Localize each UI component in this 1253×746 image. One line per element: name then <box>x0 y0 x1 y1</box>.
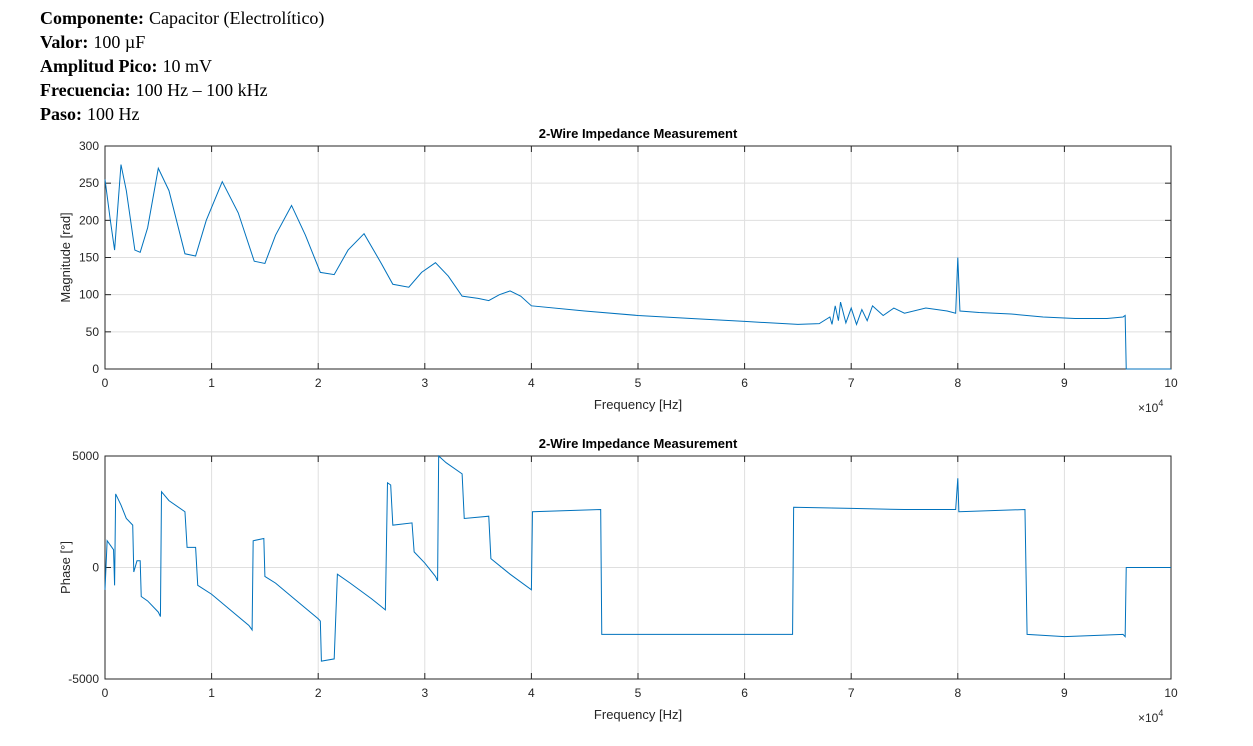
header-label: Paso: <box>40 104 82 124</box>
y-axis-label: Phase [°] <box>58 541 73 594</box>
header-line: Valor: 100 µF <box>40 30 324 54</box>
x-tick-label: 3 <box>421 376 428 390</box>
x-tick-label: 1 <box>208 686 215 700</box>
x-tick-label: 7 <box>848 376 855 390</box>
x-tick-label: 10 <box>1164 686 1178 700</box>
x-scale-label: ×104 <box>1138 708 1163 725</box>
y-tick-label: 5000 <box>72 449 99 463</box>
header-label: Frecuencia: <box>40 80 131 100</box>
header-line: Componente: Capacitor (Electrolítico) <box>40 6 324 30</box>
x-scale-label: ×104 <box>1138 398 1163 415</box>
y-tick-label: 250 <box>79 176 99 190</box>
y-tick-label: 300 <box>79 139 99 153</box>
y-tick-label: 0 <box>92 561 99 575</box>
y-tick-label: 100 <box>79 288 99 302</box>
header-value: Capacitor (Electrolítico) <box>149 8 325 28</box>
header-value: 100 µF <box>93 32 146 52</box>
chart-title: 2-Wire Impedance Measurement <box>539 126 738 141</box>
plot-frame <box>104 145 1172 370</box>
x-tick-label: 8 <box>954 686 961 700</box>
x-tick-label: 4 <box>528 376 535 390</box>
header-label: Amplitud Pico: <box>40 56 158 76</box>
y-axis-label: Magnitude [rad] <box>58 212 73 302</box>
x-scale-base: ×10 <box>1138 711 1159 725</box>
x-axis-label: Frequency [Hz] <box>594 397 682 412</box>
x-tick-label: 3 <box>421 686 428 700</box>
x-tick-label: 0 <box>102 376 109 390</box>
x-tick-label: 5 <box>635 376 642 390</box>
x-tick-label: 2 <box>315 376 322 390</box>
x-tick-label: 0 <box>102 686 109 700</box>
x-scale-exponent: 4 <box>1158 708 1163 718</box>
y-tick-label: 200 <box>79 213 99 227</box>
header-line: Paso: 100 Hz <box>40 102 324 126</box>
x-tick-label: 9 <box>1061 376 1068 390</box>
x-tick-label: 6 <box>741 376 748 390</box>
header-line: Amplitud Pico: 10 mV <box>40 54 324 78</box>
header-label: Componente: <box>40 8 144 28</box>
y-tick-label: 150 <box>79 251 99 265</box>
x-scale-exponent: 4 <box>1158 398 1163 408</box>
x-tick-label: 1 <box>208 376 215 390</box>
data-line <box>104 164 1171 370</box>
y-tick-label: -5000 <box>68 672 99 686</box>
x-tick-label: 7 <box>848 686 855 700</box>
header-value: 100 Hz – 100 kHz <box>135 80 268 100</box>
header-value: 100 Hz <box>87 104 140 124</box>
y-tick-label: 50 <box>86 325 100 339</box>
x-tick-label: 5 <box>635 686 642 700</box>
x-axis-label: Frequency [Hz] <box>594 707 682 722</box>
x-tick-label: 9 <box>1061 686 1068 700</box>
x-tick-label: 6 <box>741 686 748 700</box>
chart-title: 2-Wire Impedance Measurement <box>539 436 738 451</box>
header: Componente: Capacitor (Electrolítico) Valo… <box>40 6 324 126</box>
header-value: 10 mV <box>162 56 213 76</box>
data-line <box>104 454 1171 662</box>
header-line: Frecuencia: 100 Hz – 100 kHz <box>40 78 324 102</box>
x-tick-label: 10 <box>1164 376 1178 390</box>
x-tick-label: 8 <box>954 376 961 390</box>
y-tick-label: 0 <box>92 362 99 376</box>
header-label: Valor: <box>40 32 89 52</box>
x-tick-label: 4 <box>528 686 535 700</box>
x-tick-label: 2 <box>315 686 322 700</box>
x-scale-base: ×10 <box>1138 401 1159 415</box>
